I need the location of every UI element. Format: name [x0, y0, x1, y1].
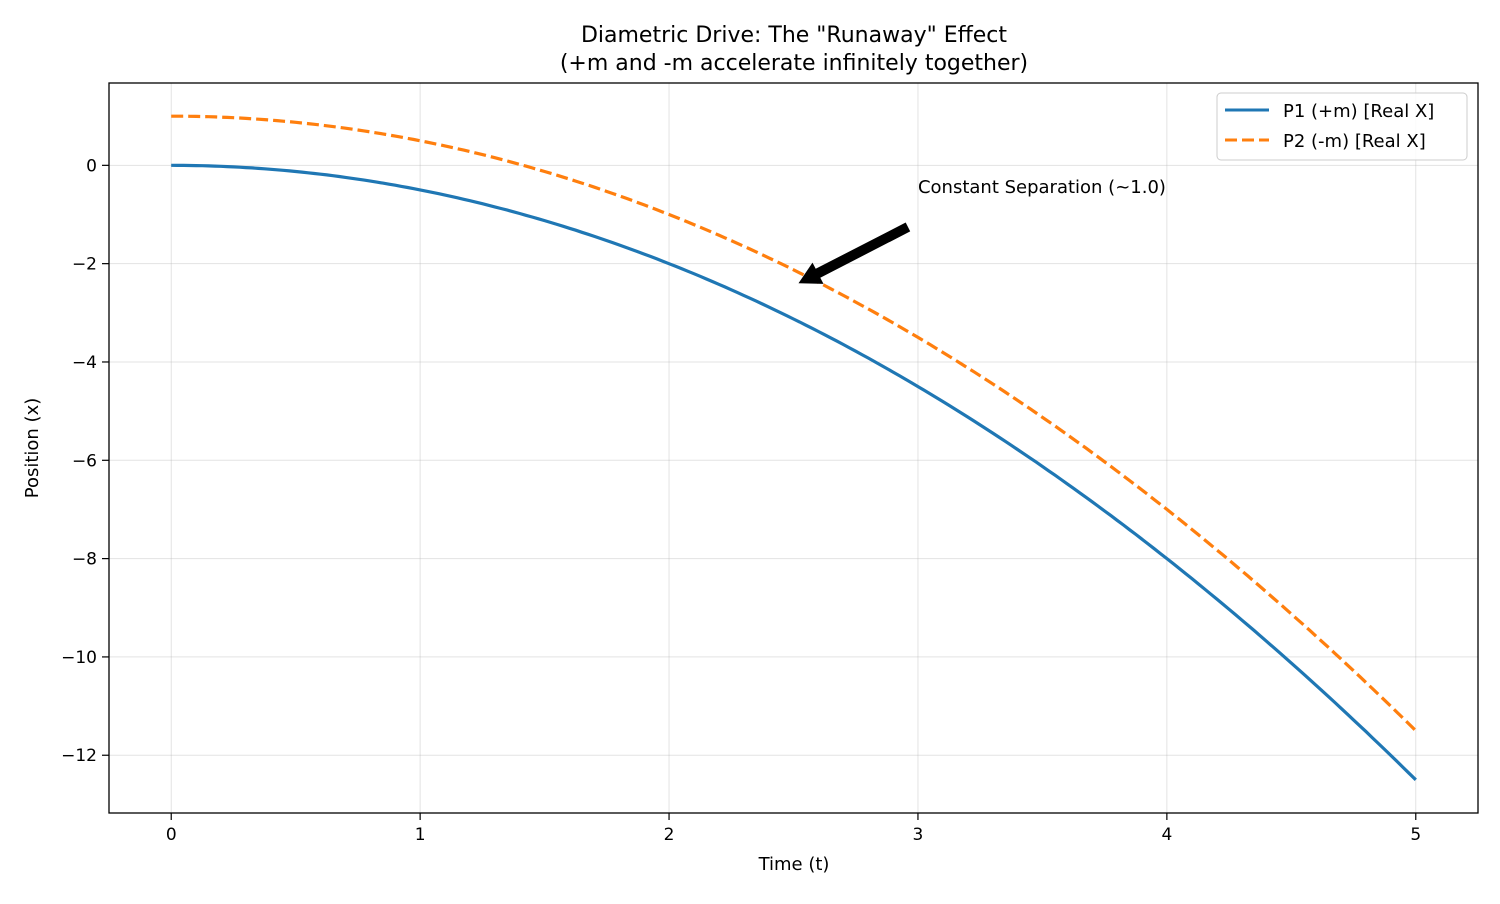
y-tick-label: −6: [72, 451, 97, 471]
legend: P1 (+m) [Real X] P2 (-m) [Real X]: [1216, 92, 1468, 161]
chart-subtitle: (+m and -m accelerate infinitely togethe…: [560, 51, 1028, 76]
annotation: Constant Separation (~1.0): [798, 177, 1166, 284]
y-tick-label: −10: [61, 648, 97, 668]
series-lines: [171, 114, 1417, 781]
annotation-text: Constant Separation (~1.0): [918, 177, 1166, 198]
y-axis-label: Position (x): [22, 398, 43, 499]
x-tick-label: 2: [664, 825, 675, 845]
x-tick-label: 5: [1410, 825, 1421, 845]
series-line-p2: [171, 114, 1417, 732]
y-tick-label: −4: [72, 353, 97, 373]
y-tick-label: −8: [72, 550, 97, 570]
y-tick-label: −2: [72, 255, 97, 275]
annotation-arrow: [798, 222, 911, 284]
chart-title: Diametric Drive: The "Runaway" Effect: [581, 23, 1007, 48]
series-line-p1: [171, 163, 1417, 781]
x-tick-label: 3: [913, 825, 924, 845]
y-tick-label: −12: [61, 746, 97, 766]
grid: [109, 83, 1478, 813]
x-tick-label: 0: [166, 825, 177, 845]
x-tick-label: 1: [415, 825, 426, 845]
legend-label-p1: P1 (+m) [Real X]: [1283, 101, 1434, 122]
legend-box: [1216, 92, 1468, 161]
legend-label-p2: P2 (-m) [Real X]: [1283, 131, 1426, 152]
plot-frame: [108, 82, 1479, 814]
y-tick-label: 0: [86, 156, 97, 176]
ticks: 0 1 2 3 4 5 0 −2 −4 −6 −8 −10 −12: [61, 156, 1421, 845]
x-axis-label: Time (t): [758, 854, 830, 875]
x-tick-label: 4: [1161, 825, 1172, 845]
